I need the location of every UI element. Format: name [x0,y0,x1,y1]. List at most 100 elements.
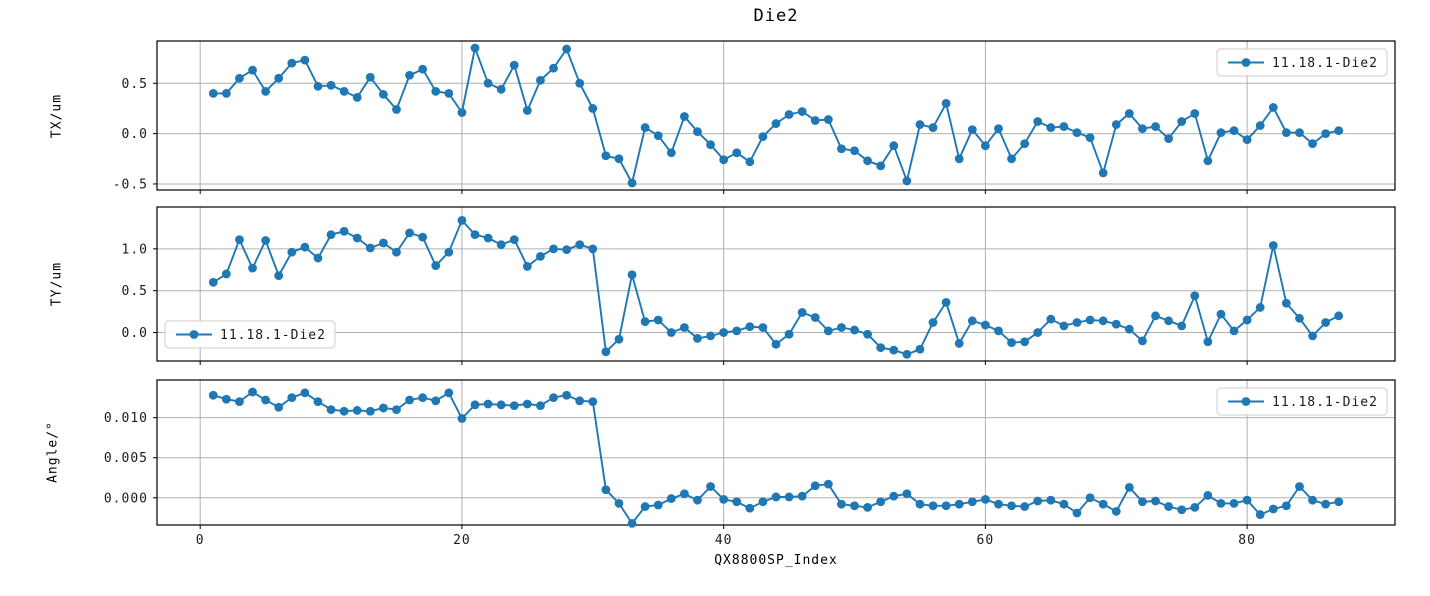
data-point [1203,490,1213,500]
data-point [444,88,454,98]
data-point [287,393,297,403]
data-point [1203,156,1213,166]
data-point [221,394,231,404]
data-point [1268,241,1278,250]
data-point [823,115,833,124]
data-point [1190,502,1200,512]
data-point [928,318,938,327]
data-point [1216,498,1226,508]
data-point [1033,496,1043,506]
data-point [850,325,859,335]
data-point [863,329,873,339]
data-point [392,105,401,114]
chart-title: Die2 [753,6,799,26]
data-point [1308,495,1317,505]
data-point [509,401,519,411]
data-point [863,502,873,512]
data-point [352,406,362,415]
data-point [1138,124,1147,133]
data-point [745,322,755,332]
data-point [405,228,414,238]
data-point [405,70,414,80]
y-tick-label: 1.0 [122,242,148,257]
data-point [588,397,598,407]
data-point [719,494,729,504]
data-point [1151,122,1160,131]
data-point [889,345,899,355]
data-point [378,89,388,99]
data-point [208,277,218,287]
data-point [601,485,611,495]
data-point [732,497,742,507]
data-point [549,393,558,403]
data-point [614,334,624,344]
data-point [1033,117,1043,126]
data-point [1295,128,1304,138]
data-point [915,120,925,129]
data-point [261,395,271,405]
data-point [1007,501,1016,511]
data-point [1281,128,1291,138]
data-point [967,316,977,326]
data-point [837,323,846,332]
legend-label: 11.18.1-Die2 [220,328,326,343]
data-point [1007,154,1016,164]
data-point [614,154,624,164]
data-point [1046,123,1056,132]
legend-label: 11.18.1-Die2 [1272,395,1378,410]
data-point [457,414,467,423]
data-point [693,495,702,505]
data-point [1255,121,1265,130]
data-point [1295,313,1304,323]
data-point [208,88,218,98]
data-point [457,108,467,117]
data-point [496,400,506,410]
data-point [863,156,873,166]
data-point [771,119,781,128]
data-point [850,146,859,156]
data-point [823,326,833,336]
y-tick-label: 0.000 [104,491,148,506]
data-point [1059,122,1069,131]
data-point [1281,501,1291,511]
data-point [1072,508,1082,518]
data-point [1242,135,1252,145]
data-point [522,262,532,271]
data-point [444,247,454,257]
data-point [1072,128,1082,138]
data-point [1334,497,1344,507]
data-point [1164,502,1174,511]
subplot-tx: 0.5 0.0 -0.5 11.18.1-Die2 [113,40,1396,194]
data-point [365,72,375,82]
y-tick-label: 0.010 [104,411,148,426]
data-point [588,104,598,113]
data-point [627,178,637,188]
data-point [1242,315,1252,325]
data-point [1059,499,1069,509]
data-point [876,343,886,353]
data-point [693,334,702,343]
data-point [418,232,428,242]
data-point [1255,510,1265,519]
legend-marker [1241,58,1251,67]
data-point [1020,337,1030,347]
data-point [1124,324,1134,334]
data-point [679,489,689,499]
data-point [706,331,715,341]
data-point [771,492,781,502]
data-point [837,499,846,509]
data-point [1334,126,1344,136]
data-point [1059,321,1069,331]
data-point [1007,338,1016,347]
data-point [300,55,310,65]
data-point [496,84,506,94]
subplot-angle: 0.010 0.005 0.000 0 20 40 60 80 11.18.1-Die2 [104,379,1396,548]
data-point [915,344,925,354]
data-point [784,492,794,502]
data-point [758,323,768,332]
data-point [1229,498,1239,508]
data-point [941,501,951,511]
data-point [313,253,323,263]
data-point [902,489,912,499]
